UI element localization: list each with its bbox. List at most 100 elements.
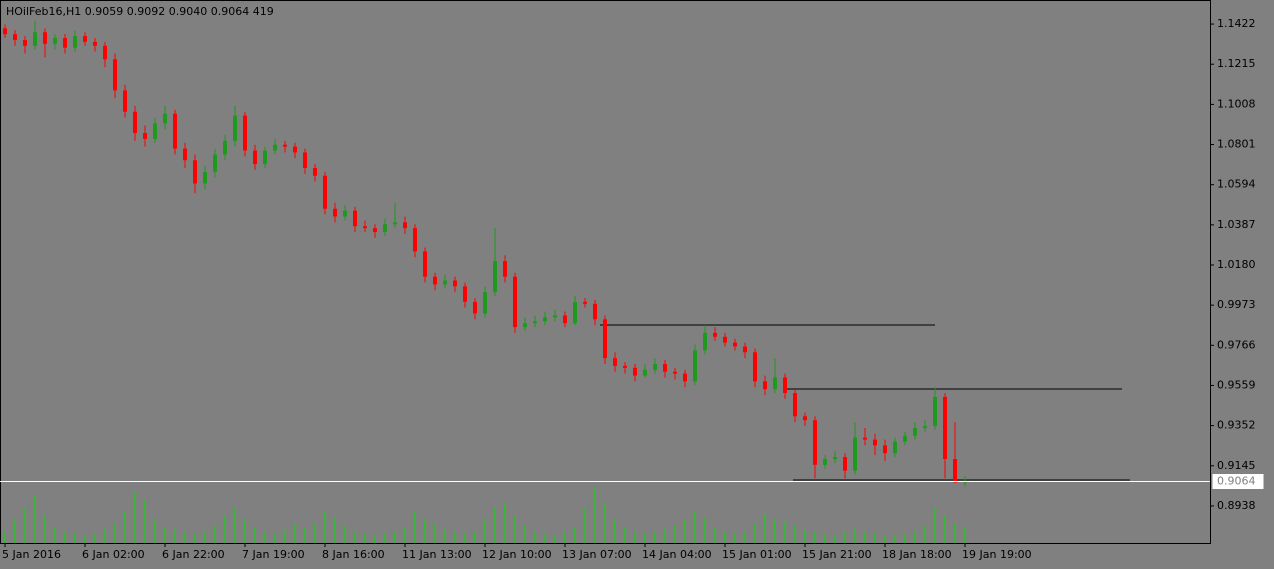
candle-body xyxy=(683,373,687,382)
candle-body xyxy=(223,140,227,155)
candle-body xyxy=(893,441,897,454)
volume-bar xyxy=(944,515,946,543)
x-tick-label: 15 Jan 21:00 xyxy=(802,548,872,561)
y-tick-label: 1.1008 xyxy=(1217,97,1256,110)
candle-body xyxy=(703,332,707,351)
candle-body xyxy=(33,32,37,46)
candle-body xyxy=(263,150,267,165)
volume-bar xyxy=(44,515,46,543)
volume-bar xyxy=(954,523,956,543)
candle-body xyxy=(803,416,807,421)
volume-bar xyxy=(674,525,676,543)
volume-bar xyxy=(694,511,696,543)
candle-body xyxy=(623,365,627,368)
y-tick-label: 0.9766 xyxy=(1217,338,1256,351)
candle-body xyxy=(853,437,857,471)
volume-bar xyxy=(144,499,146,543)
candle-body xyxy=(583,301,587,304)
volume-bar xyxy=(74,533,76,543)
volume-bar xyxy=(564,531,566,543)
volume-bar xyxy=(354,531,356,543)
candle-body xyxy=(643,369,647,376)
candle-body xyxy=(903,435,907,442)
candle-body xyxy=(243,115,247,151)
y-tick-label: 0.8938 xyxy=(1217,499,1256,512)
volume-bar xyxy=(244,519,246,543)
volume-bar xyxy=(104,529,106,543)
candle-body xyxy=(133,111,137,134)
volume-bar xyxy=(604,503,606,543)
candle-body xyxy=(883,445,887,454)
volume-bar xyxy=(734,533,736,543)
candle-body xyxy=(353,210,357,227)
volume-bar xyxy=(254,527,256,543)
x-tick-label: 7 Jan 19:00 xyxy=(242,548,305,561)
candle-body xyxy=(763,381,767,390)
candle-body xyxy=(513,276,517,328)
volume-bar xyxy=(194,533,196,543)
x-tick-label: 11 Jan 13:00 xyxy=(402,548,472,561)
candle-body xyxy=(603,319,607,359)
plot-frame xyxy=(0,0,1211,544)
volume-bar xyxy=(114,523,116,543)
candle-body xyxy=(343,210,347,217)
candle-body xyxy=(73,36,77,48)
y-tick-label: 1.0594 xyxy=(1217,178,1256,191)
volume-bar xyxy=(124,511,126,543)
volume-bar xyxy=(654,531,656,543)
y-tick-label: 1.0180 xyxy=(1217,258,1256,271)
volume-bar xyxy=(204,531,206,543)
candle-body xyxy=(483,292,487,314)
candle-body xyxy=(863,437,867,440)
volume-bar xyxy=(684,519,686,543)
x-tick-label: 12 Jan 10:00 xyxy=(482,548,552,561)
candle-body xyxy=(313,168,317,176)
candle-body xyxy=(843,457,847,471)
volume-bar xyxy=(774,519,776,543)
volume-bar xyxy=(494,507,496,543)
candle-body xyxy=(283,144,287,147)
volume-bar xyxy=(314,523,316,543)
x-tick-label: 8 Jan 16:00 xyxy=(322,548,385,561)
volume-bar xyxy=(534,531,536,543)
volume-bar xyxy=(184,531,186,543)
volume-bar xyxy=(504,503,506,543)
candle-body xyxy=(543,317,547,322)
volume-bar xyxy=(454,531,456,543)
volume-bar xyxy=(84,535,86,543)
candle-body xyxy=(103,45,107,60)
x-tick-label: 18 Jan 18:00 xyxy=(882,548,952,561)
volume-bar xyxy=(714,527,716,543)
candle-body xyxy=(923,426,927,428)
volume-bar xyxy=(624,527,626,543)
candle-body xyxy=(393,222,397,225)
candle-body xyxy=(943,396,947,459)
volume-bar xyxy=(364,533,366,543)
x-tick-label: 14 Jan 04:00 xyxy=(642,548,712,561)
volume-bar xyxy=(544,533,546,543)
candle-body xyxy=(193,160,197,184)
volume-bar xyxy=(584,507,586,543)
candle-body xyxy=(523,323,527,328)
volume-bar xyxy=(964,526,966,543)
candle-body xyxy=(293,146,297,153)
volume-bar xyxy=(574,527,576,543)
candle-body xyxy=(43,32,47,44)
volume-bar xyxy=(824,533,826,543)
x-tick-label: 15 Jan 01:00 xyxy=(722,548,792,561)
candle-body xyxy=(383,224,387,233)
volume-bar xyxy=(154,519,156,543)
volume-bar xyxy=(444,529,446,543)
volume-bar xyxy=(64,531,66,543)
candle-body xyxy=(363,226,367,229)
volume-bar xyxy=(14,519,16,543)
candle-body xyxy=(783,377,787,394)
y-tick-label: 0.9559 xyxy=(1217,378,1256,391)
x-tick-label: 6 Jan 02:00 xyxy=(82,548,145,561)
price-box xyxy=(1211,473,1265,491)
volume-bar xyxy=(924,525,926,543)
candle-body xyxy=(413,228,417,252)
candle-body xyxy=(713,332,717,337)
candle-body xyxy=(493,261,497,293)
